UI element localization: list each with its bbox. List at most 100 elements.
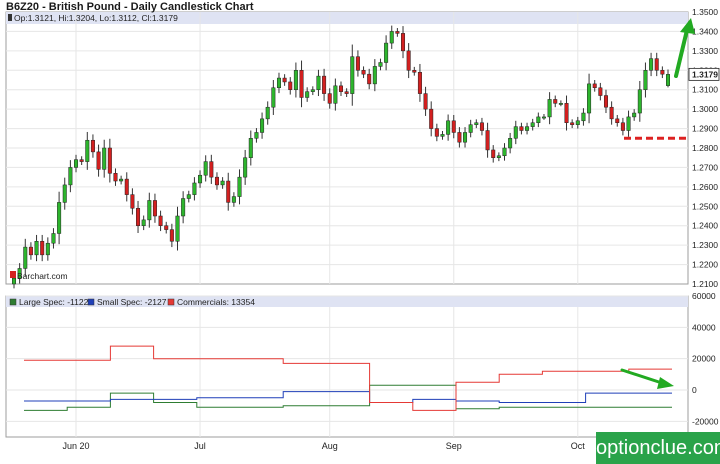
candle-body <box>508 138 513 149</box>
watermark-badge[interactable]: optionclue.com <box>596 432 720 464</box>
candle-body <box>575 120 580 125</box>
candle-body <box>485 130 490 151</box>
x-tick-label: Jul <box>194 441 206 451</box>
candle-body <box>254 132 259 139</box>
candle-body <box>209 161 214 178</box>
candle-body <box>474 122 479 125</box>
candle-body <box>141 219 146 226</box>
x-tick-label: Oct <box>571 441 586 451</box>
candle-body <box>429 108 434 129</box>
candle-body <box>282 77 287 83</box>
up-arrow-line <box>674 28 689 78</box>
candle-body <box>451 120 456 133</box>
price-y-tick-label: 1.2100 <box>692 279 718 289</box>
price-y-tick-label: 1.2300 <box>692 240 718 250</box>
candle-body <box>581 112 586 122</box>
price-y-tick-label: 1.3500 <box>692 7 718 17</box>
candle-body <box>463 132 468 143</box>
candle-body <box>147 200 152 221</box>
price-y-tick-label: 1.3100 <box>692 85 718 95</box>
candle-body <box>333 85 338 104</box>
cot-panel <box>5 295 689 438</box>
candle-body <box>299 70 304 98</box>
cot-legend-label: Large Spec: -11227 <box>19 297 93 307</box>
candle-body <box>384 42 389 63</box>
candle-body <box>513 126 518 139</box>
candle-body <box>440 134 445 137</box>
candle-body <box>130 194 135 209</box>
candle-body <box>316 75 321 90</box>
candle-body <box>406 50 411 71</box>
candle-body <box>564 103 569 123</box>
candle-body <box>152 200 157 217</box>
candle-body <box>12 277 16 285</box>
candle-body <box>164 225 169 230</box>
price-y-tick-label: 1.3300 <box>692 46 718 56</box>
candle-body <box>434 128 439 137</box>
candle-body <box>260 118 265 133</box>
candle-body <box>265 106 270 120</box>
price-y-tick-label: 1.2800 <box>692 143 718 153</box>
candle-body <box>615 118 620 123</box>
candle-body <box>423 93 428 110</box>
candle-body <box>96 151 101 170</box>
candle-body <box>158 215 163 226</box>
candle-body <box>468 124 473 133</box>
candle-body <box>192 182 197 195</box>
candle-body <box>519 126 524 131</box>
candle-body <box>214 176 219 186</box>
candle-body <box>119 178 124 182</box>
candle-body <box>592 83 597 89</box>
candle-body <box>553 99 558 104</box>
candle-body <box>51 233 56 244</box>
candle-body <box>620 122 625 131</box>
cot-legend-swatch <box>87 298 95 306</box>
candle-body <box>276 77 281 89</box>
candle-body <box>17 268 22 279</box>
candle-body <box>361 70 366 75</box>
candle-body <box>181 198 186 217</box>
candle-body <box>446 120 451 135</box>
price-y-tick-label: 1.2400 <box>692 221 718 231</box>
chart-title: B6Z20 - British Pound - Daily Candlestic… <box>6 1 254 13</box>
cot-y-tick-label: -20000 <box>692 416 719 426</box>
candle-body <box>327 93 332 104</box>
cot-y-tick-label: 60000 <box>692 291 716 301</box>
candle-body <box>479 122 484 131</box>
candle-body <box>603 95 608 108</box>
cot-legend-swatch <box>9 298 17 306</box>
barchart-logo-icon <box>10 271 16 278</box>
candle-body <box>660 70 665 75</box>
cot-y-tick-label: 40000 <box>692 322 716 332</box>
candle-body <box>350 56 355 94</box>
candle-body <box>310 89 315 92</box>
candle-body <box>248 138 253 158</box>
candle-body <box>231 196 236 203</box>
ohlc-readout: Op:1.3121, Hi:1.3204, Lo:1.3112, Cl:1.31… <box>14 13 178 23</box>
candle-body <box>175 215 180 242</box>
candle-body <box>558 103 563 105</box>
candle-body <box>536 116 541 123</box>
candle-body <box>626 116 631 131</box>
candle-body <box>226 180 231 203</box>
candle-body <box>113 173 118 182</box>
candle-body <box>372 66 377 85</box>
candle-body <box>598 87 603 96</box>
candle-body <box>502 147 507 157</box>
down-arrow-line <box>620 368 664 385</box>
candle-body <box>322 75 327 94</box>
candle-body <box>570 122 575 125</box>
candle-body <box>632 112 637 118</box>
candle-body <box>395 31 400 34</box>
candle-body <box>79 159 84 162</box>
candle-body <box>457 132 462 143</box>
candle-body <box>305 91 310 98</box>
candle-body <box>649 58 654 71</box>
candle-body <box>102 147 107 170</box>
candle-body <box>288 81 293 90</box>
up-arrow-head <box>680 18 695 34</box>
ohlc-bar <box>6 12 688 24</box>
candle-body <box>28 246 33 256</box>
candle-body <box>496 155 501 158</box>
candle-body <box>389 31 394 44</box>
